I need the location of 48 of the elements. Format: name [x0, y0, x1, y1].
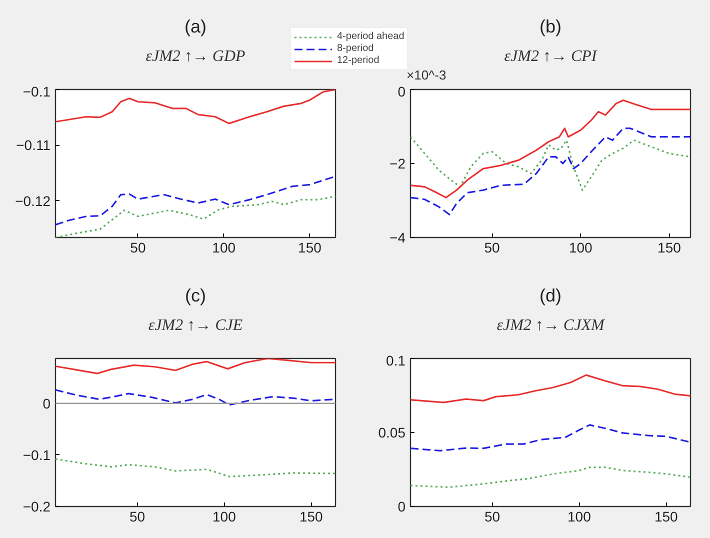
legend-label: 8-period — [337, 43, 374, 54]
y-tick-label: −0.1 — [22, 446, 51, 463]
y-tick-label: −0.11 — [16, 137, 51, 154]
y-tick-label: 0 — [398, 84, 406, 100]
x-tick-label: 50 — [484, 508, 500, 524]
x-tick-label: 50 — [130, 240, 146, 256]
chart-subtitle: εJM2 ↑→ GDP — [146, 48, 246, 65]
y-tick-label: −0.1 — [22, 84, 51, 100]
line-series — [410, 128, 690, 216]
x-tick-label: 50 — [129, 508, 146, 524]
x-tick-label: 150 — [658, 240, 682, 256]
line-series — [56, 90, 336, 124]
x-tick-label: 150 — [654, 508, 678, 524]
chart-subtitle: εJM2 ↑→ CJXM — [496, 317, 606, 334]
chart-title: (d) — [540, 286, 562, 306]
chart-title: (b) — [540, 16, 562, 36]
x-tick-label: 150 — [298, 240, 322, 256]
line-series — [56, 196, 336, 238]
line-series — [410, 99, 690, 198]
y-tick-label: 0.05 — [378, 424, 406, 440]
line-series — [56, 358, 336, 374]
line-series — [410, 466, 690, 488]
y-tick-label: 0 — [398, 498, 406, 514]
x-tick-label: 100 — [568, 508, 592, 524]
x-tick-label: 100 — [568, 240, 593, 256]
legend-label: 12-period — [337, 55, 380, 66]
legend-label: 4-period ahead — [337, 31, 404, 42]
y-tick-label: −0.2 — [22, 498, 51, 514]
line-series — [56, 458, 336, 478]
text: ×10^-3 — [406, 68, 446, 82]
x-tick-label: 100 — [212, 508, 236, 524]
x-tick-label: 100 — [212, 240, 236, 256]
line-series — [56, 389, 336, 406]
line-series — [410, 424, 690, 452]
x-tick-label: 50 — [484, 240, 500, 256]
chart-subtitle: εJM2 ↑→ CPI — [504, 48, 598, 65]
y-tick-label: −2 — [390, 156, 406, 172]
y-tick-label: 0.1 — [386, 352, 406, 368]
y-tick-label: −4 — [390, 230, 406, 246]
line-series — [410, 374, 690, 404]
chart-subtitle: εJM2 ↑→ CJE — [148, 317, 243, 334]
y-tick-label: 0 — [42, 395, 51, 412]
x-tick-label: 150 — [299, 508, 324, 524]
y-tick-label: −0.12 — [15, 192, 51, 209]
chart-title: (c) — [185, 286, 206, 306]
chart-title: (a) — [184, 16, 206, 36]
line-series — [56, 175, 336, 226]
line-series — [410, 136, 690, 191]
